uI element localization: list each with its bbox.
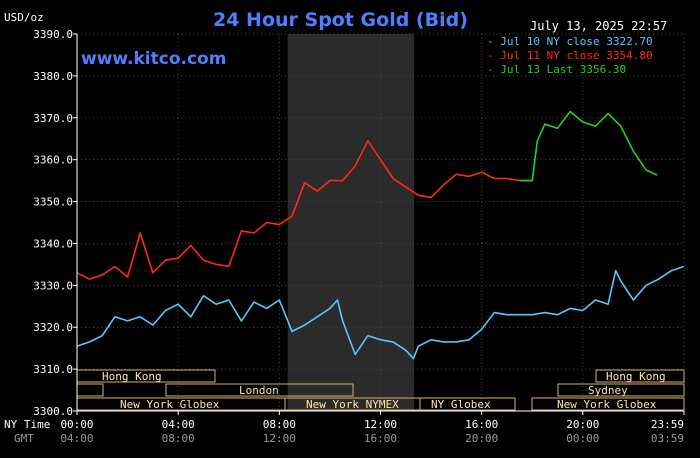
unit-label: USD/oz: [4, 11, 44, 24]
x-tick-label-ny: 08:00: [263, 418, 296, 431]
x-tick-label-ny: 12:00: [364, 418, 397, 431]
y-tick-label: 3310.0: [33, 363, 73, 376]
session-hong-kong-label: Hong Kong: [102, 370, 162, 383]
legend-item-jul-11: - Jul 11 NY close 3354.80: [487, 49, 653, 62]
session-london-box: [165, 383, 354, 397]
x-tick-label-gmt: 08:00: [162, 432, 195, 445]
y-tick-label: 3360.0: [33, 154, 73, 167]
y-tick-label: 3380.0: [33, 70, 73, 83]
x-tick-label-gmt: 04:00: [60, 432, 93, 445]
session-new-york-globex-label: New York Globex: [120, 398, 220, 411]
series-line-jul-10: [76, 265, 684, 360]
session-new-york-nymex-label: New York NYMEX: [306, 398, 399, 411]
y-tick-label: 3370.0: [33, 112, 73, 125]
session-ny-globex-label: NY Globex: [431, 398, 491, 411]
y-tick-label: 3300.0: [33, 405, 73, 418]
session-new-york-globex-2-box: [531, 397, 685, 411]
x-tick-label-ny: 23:59: [651, 418, 684, 431]
legend-item-jul-10: - Jul 10 NY close 3322.70: [487, 35, 653, 48]
x-tick-label-gmt: 20:00: [465, 432, 498, 445]
y-tick-label: 3340.0: [33, 237, 73, 250]
timestamp: July 13, 2025 22:57: [530, 19, 667, 33]
chart-title: 24 Hour Spot Gold (Bid): [213, 9, 468, 31]
session-london-label: London: [239, 384, 279, 397]
x-tick-label-gmt: 12:00: [263, 432, 296, 445]
x-tick-label-gmt: 03:59: [651, 432, 684, 445]
x-tick-label-ny: 00:00: [60, 418, 93, 431]
series-line-jul-11: [76, 140, 533, 280]
y-tick-label: 3350.0: [33, 196, 73, 209]
y-tick-label: 3330.0: [33, 279, 73, 292]
y-tick-label: 3390.0: [33, 28, 73, 41]
x-tick-label-ny: 16:00: [465, 418, 498, 431]
legend-item-jul-13: - Jul 13 Last 3356.30: [487, 63, 626, 76]
x-tick-label-gmt: 00:00: [566, 432, 599, 445]
session-sydney-box: [557, 383, 685, 397]
session-sydney-label: Sydney: [588, 384, 628, 397]
x-tick-label-ny: 20:00: [566, 418, 599, 431]
session-ny-globex-box: [419, 397, 516, 411]
watermark: www.kitco.com: [81, 49, 226, 69]
ny-time-label: NY Time: [4, 418, 50, 431]
session-hong-kong-2-box: [595, 369, 685, 383]
gmt-label: GMT: [14, 432, 34, 445]
y-tick-label: 3320.0: [33, 321, 73, 334]
x-tick-label-ny: 04:00: [162, 418, 195, 431]
session-hong-kong-2-label: Hong Kong: [606, 370, 666, 383]
x-tick-label-gmt: 16:00: [364, 432, 397, 445]
session-new-york-globex-2-label: New York Globex: [557, 398, 657, 411]
series-line-jul-13: [519, 110, 658, 182]
session-highlight-band: [287, 34, 415, 411]
